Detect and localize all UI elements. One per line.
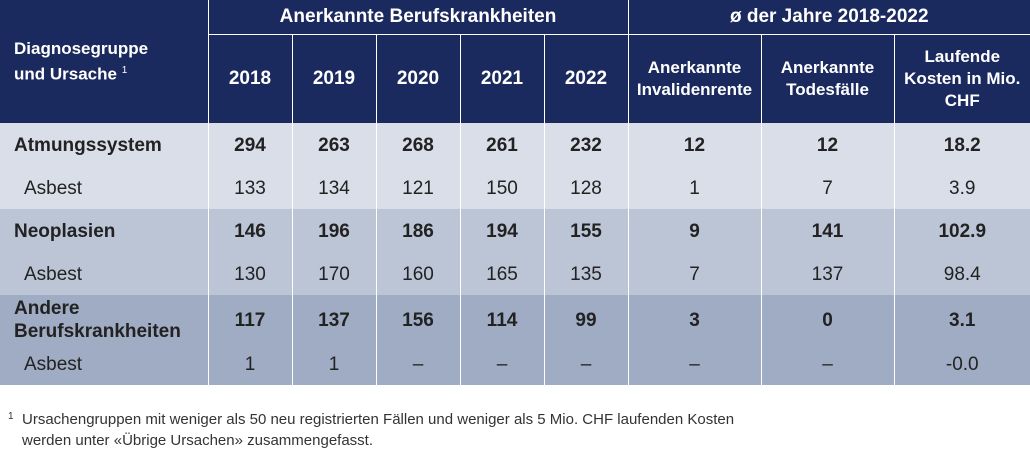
footnote-line1: Ursachengruppen mit weniger als 50 neu r…	[22, 411, 735, 428]
table-cell: 268	[376, 123, 461, 169]
table-cell: 7	[761, 169, 895, 209]
row-label: Asbest	[0, 169, 209, 209]
table-cell: 102.9	[894, 209, 1030, 255]
table-cell: 186	[376, 209, 461, 255]
table-cell: 194	[460, 209, 545, 255]
costs-header-line2: Kosten in Mio.	[904, 68, 1021, 88]
table-cell: 0	[761, 295, 895, 345]
invalidity-header-line2: Invalidenrente	[636, 79, 753, 99]
table-cell: –	[460, 345, 545, 385]
table-cell: 128	[544, 169, 629, 209]
year-header-2019: 2019	[292, 34, 377, 123]
table-row: Asbest 130 170 160 165 135 7 137 98.4	[0, 255, 1030, 295]
diagnosis-column-header: Diagnosegruppe und Ursache 1	[0, 0, 209, 123]
table-row: Asbest 133 134 121 150 128 1 7 3.9	[0, 169, 1030, 209]
table-cell: 232	[544, 123, 629, 169]
table-cell: 155	[544, 209, 629, 255]
table-cell: 3.1	[894, 295, 1030, 345]
recognized-diseases-group-header: Anerkannte Berufskrankheiten	[208, 0, 629, 35]
table-header: Diagnosegruppe und Ursache 1 Anerkannte …	[0, 0, 1030, 123]
costs-header-line3: CHF	[944, 90, 980, 110]
table-cell: 121	[376, 169, 461, 209]
table-cell: 150	[460, 169, 545, 209]
table-cell: –	[628, 345, 762, 385]
table-cell: 12	[628, 123, 762, 169]
row-label: Atmungssystem	[0, 123, 209, 169]
footnote-line2: werden unter «Übrige Ursachen» zusammeng…	[22, 432, 374, 449]
table-cell: 12	[761, 123, 895, 169]
running-costs-header: Laufende Kosten in Mio. CHF	[894, 34, 1030, 123]
table-cell: 1	[628, 169, 762, 209]
table-cell: 160	[376, 255, 461, 295]
footnote: 1 Ursachengruppen mit weniger als 50 neu…	[8, 409, 1008, 451]
year-header-2018: 2018	[208, 34, 293, 123]
row-label: Asbest	[0, 345, 209, 385]
invalidity-pension-header: Anerkannte Invalidenrente	[628, 34, 762, 123]
table-cell: 3	[628, 295, 762, 345]
table-cell: 99	[544, 295, 629, 345]
table-cell: 170	[292, 255, 377, 295]
table-cell: 137	[292, 295, 377, 345]
row-label: Asbest	[0, 255, 209, 295]
table-cell: 1	[292, 345, 377, 385]
deaths-header-line1: Anerkannte	[780, 57, 875, 77]
row-label: Neoplasien	[0, 209, 209, 255]
table-cell: 141	[761, 209, 895, 255]
table-cell: 263	[292, 123, 377, 169]
table-cell: 117	[208, 295, 293, 345]
deaths-header: Anerkannte Todesfälle	[761, 34, 895, 123]
table-cell: 130	[208, 255, 293, 295]
table-cell: 137	[761, 255, 895, 295]
invalidity-header-line1: Anerkannte	[647, 57, 742, 77]
table-cell: 98.4	[894, 255, 1030, 295]
table-row: Asbest 1 1 – – – – – -0.0	[0, 345, 1030, 385]
table-cell: –	[544, 345, 629, 385]
table-cell: 114	[460, 295, 545, 345]
table-row: Andere Berufskrankheiten 117 137 156 114…	[0, 295, 1030, 345]
table-cell: 294	[208, 123, 293, 169]
table-cell: –	[761, 345, 895, 385]
diagnosis-header-line2: und Ursache	[14, 64, 117, 84]
table-cell: 165	[460, 255, 545, 295]
row-label-line2: Berufskrankheiten	[14, 321, 181, 342]
table-row: Atmungssystem 294 263 268 261 232 12 12 …	[0, 123, 1030, 169]
costs-header-line1: Laufende	[924, 46, 1001, 66]
table-cell: 1	[208, 345, 293, 385]
year-header-2021: 2021	[460, 34, 545, 123]
table-row: Neoplasien 146 196 186 194 155 9 141 102…	[0, 209, 1030, 255]
table-cell: 196	[292, 209, 377, 255]
table-cell: 146	[208, 209, 293, 255]
footnote-reference: 1	[121, 64, 128, 76]
table-cell: 156	[376, 295, 461, 345]
table-cell: 18.2	[894, 123, 1030, 169]
table-cell: 261	[460, 123, 545, 169]
table-cell: 9	[628, 209, 762, 255]
footnote-mark: 1	[8, 411, 14, 422]
table-cell: –	[376, 345, 461, 385]
year-header-2022: 2022	[544, 34, 629, 123]
table-body: Atmungssystem 294 263 268 261 232 12 12 …	[0, 123, 1030, 385]
table-cell: 134	[292, 169, 377, 209]
row-label-line1: Andere	[14, 298, 80, 319]
table-cell: 3.9	[894, 169, 1030, 209]
table-cell: 135	[544, 255, 629, 295]
table-cell: -0.0	[894, 345, 1030, 385]
occupational-diseases-table: Diagnosegruppe und Ursache 1 Anerkannte …	[0, 0, 1030, 385]
deaths-header-line2: Todesfälle	[786, 79, 869, 99]
table-cell: 133	[208, 169, 293, 209]
year-header-2020: 2020	[376, 34, 461, 123]
table-cell: 7	[628, 255, 762, 295]
average-years-group-header: ø der Jahre 2018-2022	[628, 0, 1030, 35]
diagnosis-header-line1: Diagnosegruppe	[14, 38, 149, 58]
row-label: Andere Berufskrankheiten	[0, 295, 209, 345]
